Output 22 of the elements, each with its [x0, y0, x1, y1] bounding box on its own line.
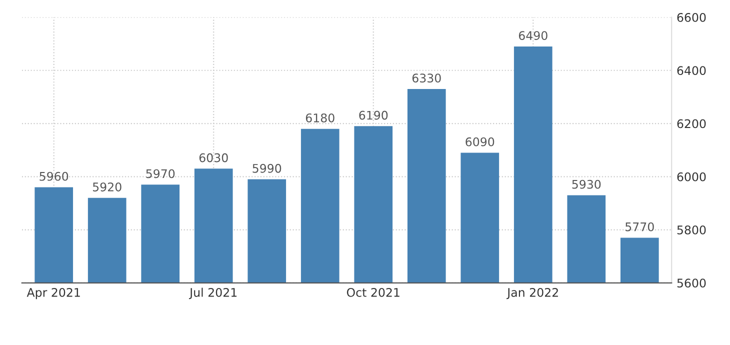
y-tick-label: 6000 [677, 172, 706, 182]
data-label: 5960 [40, 172, 68, 181]
y-tick-label: 6200 [677, 119, 706, 128]
data-label: 6190 [359, 110, 388, 120]
data-label: 5970 [146, 169, 175, 178]
data-label: 6090 [466, 137, 494, 146]
x-tick-label: Jan 2022 [506, 288, 558, 300]
x-tick-label: Jul 2021 [188, 288, 237, 300]
data-label: 6030 [199, 153, 228, 162]
data-label: 5920 [92, 182, 122, 192]
y-tick-label: 6400 [677, 66, 706, 76]
data-label: 6180 [306, 113, 334, 122]
data-label: 5930 [572, 180, 601, 189]
x-tick-label: Oct 2021 [346, 288, 400, 297]
y-tick-label: 5800 [677, 225, 706, 234]
data-label: 5990 [252, 164, 282, 173]
data-label: 5770 [626, 222, 654, 232]
x-tick-label: Apr 2021 [26, 288, 80, 300]
y-tick-label: 6600 [677, 12, 706, 22]
y-tick-label: 5600 [677, 278, 706, 288]
data-label: 6490 [518, 31, 548, 40]
data-label: 6330 [412, 74, 441, 83]
